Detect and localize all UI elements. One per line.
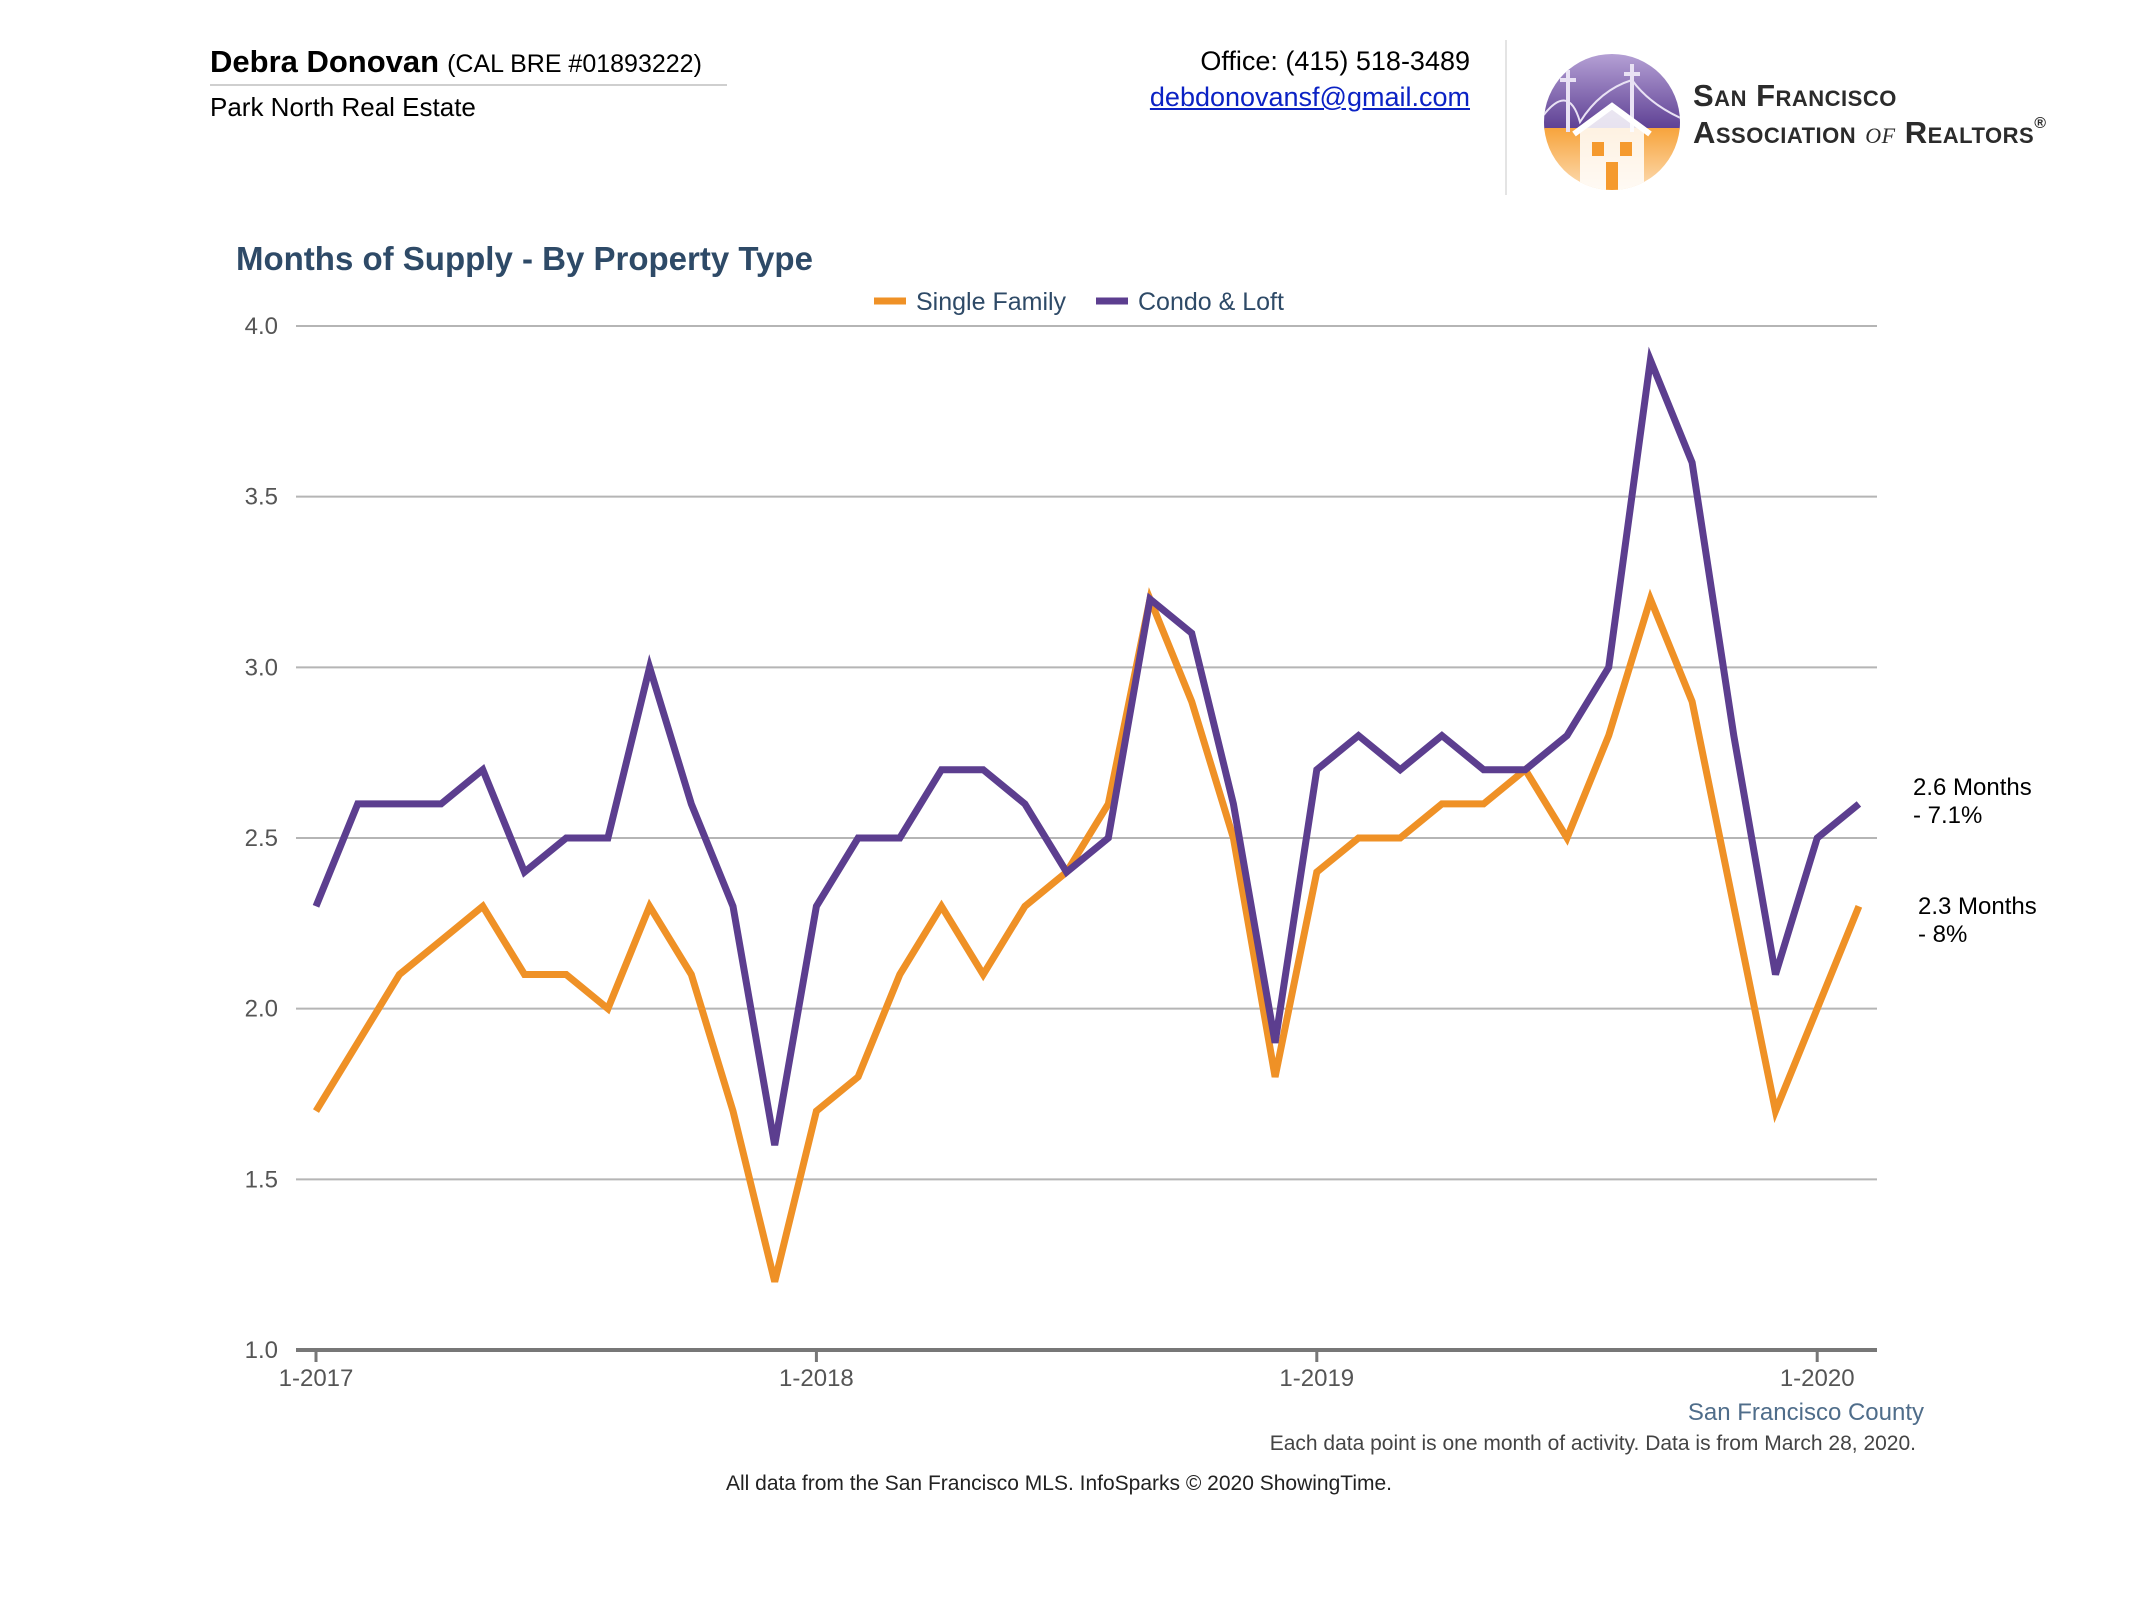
y-tick-label: 2.0	[245, 996, 278, 1023]
y-tick-label: 4.0	[245, 313, 278, 340]
end-label-value: 2.6 Months	[1913, 774, 2032, 801]
agent-license: (CAL BRE #01893222)	[447, 50, 702, 78]
legend-label: Condo & Loft	[1138, 288, 1284, 316]
y-tick-label: 2.5	[245, 825, 278, 852]
logo-line2-a: Association	[1693, 115, 1866, 150]
x-axis: 1-2017 1-2018 1-2019 1-2020	[279, 1348, 1877, 1392]
end-labels: 2.3 Months - 8% 2.6 Months- 7.1%	[1913, 774, 2037, 948]
brokerage-name: Park North Real Estate	[210, 92, 476, 122]
footer-note: Each data point is one month of activity…	[1269, 1432, 1916, 1455]
logo-registered: ®	[2034, 115, 2047, 132]
x-tick-label: 1-2017	[279, 1365, 354, 1392]
legend-label: Single Family	[916, 288, 1067, 316]
office-phone: Office: (415) 518-3489	[1200, 46, 1470, 76]
logo-line2-of: of	[1865, 115, 1896, 150]
chart-title: Months of Supply - By Property Type	[236, 240, 813, 277]
email-link[interactable]: debdonovansf@gmail.com	[1149, 82, 1470, 112]
chart-grid	[296, 325, 1877, 1181]
sfar-logo-icon	[1544, 54, 1680, 190]
logo-text-line1: San Francisco	[1693, 78, 1897, 114]
agent-name: Debra Donovan (CAL BRE #01893222)	[210, 44, 702, 80]
end-label-value: 2.3 Months	[1918, 893, 2037, 920]
agent-name-text: Debra Donovan	[210, 44, 440, 79]
source-note: All data from the San Francisco MLS. Inf…	[726, 1472, 1393, 1495]
series-line-condo-loft	[312, 346, 1862, 1146]
chart-legend: Single Family Condo & Loft	[874, 288, 1284, 316]
header-underline	[210, 84, 727, 86]
header-divider	[1505, 40, 1507, 195]
y-tick-label: 3.5	[245, 484, 278, 511]
logo-line2-b: Realtors	[1895, 115, 2035, 150]
series-line-single-family	[313, 587, 1863, 1283]
y-tick-label: 1.0	[245, 1337, 278, 1364]
y-axis: 1.0 1.5 2.0 2.5 3.0 3.5 4.0	[245, 313, 278, 1364]
chart-series	[312, 346, 1863, 1283]
x-tick-label: 1-2020	[1780, 1365, 1855, 1392]
end-label-change: - 7.1%	[1913, 802, 1982, 829]
x-tick-label: 1-2019	[1279, 1365, 1354, 1392]
region-label: San Francisco County	[1688, 1399, 1924, 1426]
logo-text-line2: Association of Realtors®	[1693, 115, 2046, 151]
y-tick-label: 3.0	[245, 654, 278, 681]
logo-line1-text: San Francisco	[1693, 78, 1897, 113]
x-tick-label: 1-2018	[779, 1365, 854, 1392]
end-label-change: - 8%	[1918, 921, 1967, 948]
y-tick-label: 1.5	[245, 1166, 278, 1193]
